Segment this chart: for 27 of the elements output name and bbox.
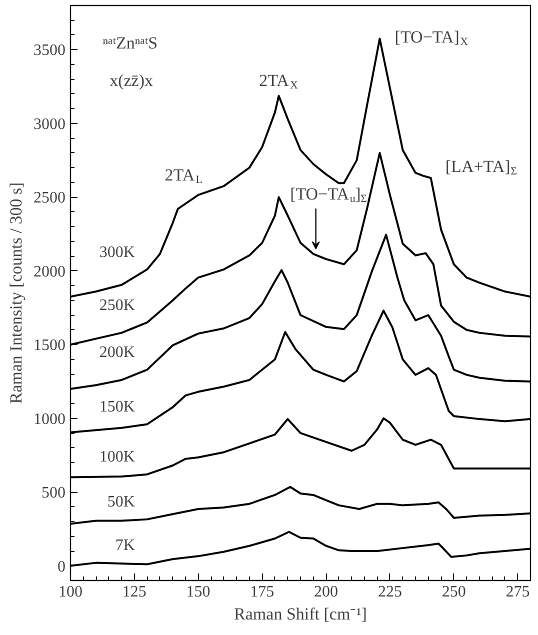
annotation: x(zz̄)x [110,70,154,90]
y-tick-label: 500 [42,484,66,502]
legend-label: 100K [99,448,136,466]
y-tick-label: 0 [58,558,66,576]
x-tick-label: 175 [250,584,274,600]
x-tick-label: 150 [186,584,210,600]
x-tick-label: 200 [314,584,338,600]
x-tick-label: 225 [378,584,402,600]
y-axis-title: Raman Intensity [counts / 300 s] [6,182,26,404]
legend-label: 250K [99,296,136,314]
y-tick-label: 3500 [34,42,66,60]
y-tick-label: 3000 [34,116,66,133]
x-tick-label: 275 [506,584,530,600]
legend-label: 200K [99,344,136,362]
x-tick-label: 125 [122,584,146,600]
x-tick-label: 250 [442,584,466,600]
y-tick-label: 2500 [34,190,66,207]
x-axis-title: Raman Shift [cm⁻¹] [234,604,367,624]
series-label: 7K [115,537,136,554]
y-tick-label: 2000 [34,263,66,280]
y-tick-label: 1500 [34,337,66,354]
annotation: ⁿᵃᵗZnⁿᵃᵗS [102,33,158,52]
legend-label: 150K [99,398,136,416]
x-tick-label: 100 [58,584,82,600]
legend-label: 50K [107,494,136,511]
y-tick-label: 1000 [34,410,66,428]
legend-label: 300K [99,244,136,261]
